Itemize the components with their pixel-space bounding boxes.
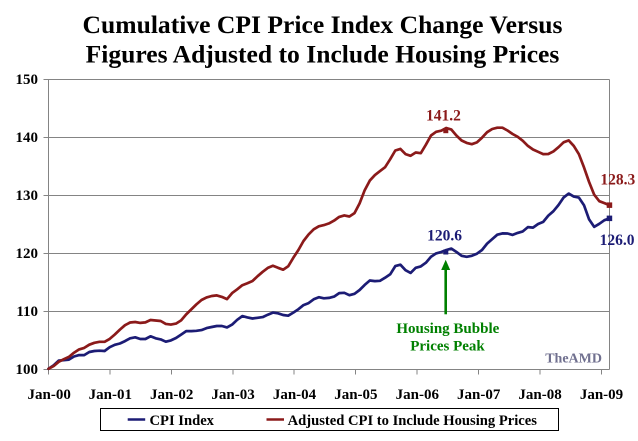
- svg-text:Jan-03: Jan-03: [211, 387, 254, 403]
- svg-text:128.3: 128.3: [600, 171, 635, 188]
- svg-text:Jan-02: Jan-02: [150, 387, 193, 403]
- svg-text:120.6: 120.6: [427, 228, 462, 245]
- svg-text:Jan-06: Jan-06: [396, 387, 440, 403]
- svg-text:Jan-08: Jan-08: [518, 387, 561, 403]
- svg-text:100: 100: [16, 362, 39, 378]
- svg-text:Figures Adjusted to Include Ho: Figures Adjusted to Include Housing Pric…: [86, 40, 560, 69]
- svg-text:120: 120: [16, 246, 39, 262]
- svg-text:CPI Index: CPI Index: [150, 413, 215, 429]
- svg-text:110: 110: [16, 304, 38, 320]
- svg-text:130: 130: [16, 188, 39, 204]
- svg-text:Jan-04: Jan-04: [273, 387, 317, 403]
- svg-text:TheAMD: TheAMD: [545, 351, 602, 366]
- svg-text:141.2: 141.2: [426, 108, 461, 125]
- svg-text:Jan-09: Jan-09: [580, 387, 623, 403]
- svg-text:Jan-05: Jan-05: [334, 387, 377, 403]
- svg-text:Housing Bubble: Housing Bubble: [396, 321, 499, 337]
- svg-text:Jan-00: Jan-00: [28, 387, 71, 403]
- svg-text:Jan-07: Jan-07: [457, 387, 501, 403]
- svg-text:Cumulative CPI Price Index Cha: Cumulative CPI Price Index Change Versus: [83, 10, 563, 39]
- svg-text:Adjusted CPI to Include Housin: Adjusted CPI to Include Housing Prices: [288, 413, 538, 429]
- svg-text:140: 140: [16, 130, 39, 146]
- svg-text:126.0: 126.0: [600, 232, 635, 249]
- svg-text:150: 150: [16, 72, 39, 88]
- svg-text:Jan-01: Jan-01: [89, 387, 132, 403]
- svg-text:Prices Peak: Prices Peak: [410, 339, 485, 355]
